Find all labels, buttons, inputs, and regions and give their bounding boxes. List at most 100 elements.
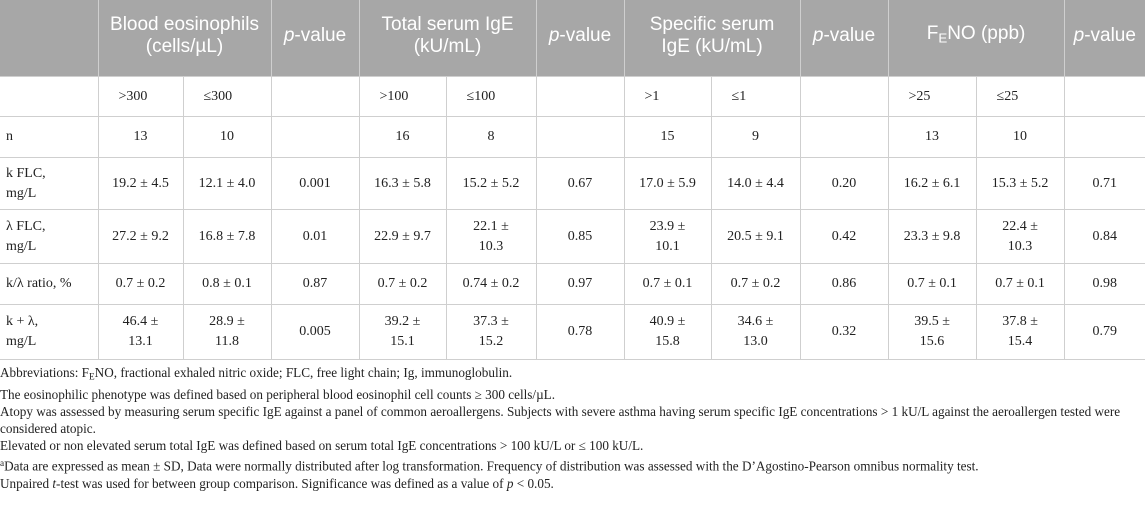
table-cell: 0.74 ± 0.2 — [446, 263, 537, 305]
table-cell — [536, 116, 625, 158]
row-label: λ FLC, mg/L — [0, 209, 99, 264]
table-cell: 0.7 ± 0.2 — [98, 263, 184, 305]
table-cell: 20.5 ± 9.1 — [711, 209, 801, 264]
table-cell — [271, 116, 360, 158]
cutoff-cell — [1064, 76, 1145, 117]
table-cell: 0.84 — [1064, 209, 1145, 264]
table-cell: 0.7 ± 0.2 — [711, 263, 801, 305]
cutoff-row: >300 ≤300 >100 ≤100 >1 ≤1 >25 ≤25 — [0, 76, 1145, 117]
cutoff-cell: ≤25 — [976, 76, 1065, 117]
header-pvalue: p-value — [1064, 0, 1145, 77]
table-cell: 0.79 — [1064, 304, 1145, 360]
cutoff-cell: >300 — [98, 76, 184, 117]
table-row-ratio: k/λ ratio, % 0.7 ± 0.2 0.8 ± 0.1 0.87 0.7 ± … — [0, 263, 1145, 305]
table-row-lambda-flc: λ FLC, mg/L 27.2 ± 9.2 16.8 ± 7.8 0.01 22.9 ±… — [0, 209, 1145, 264]
header-row: Blood eosinophils (cells/µL) p-value Tota… — [0, 0, 1145, 77]
table-cell: 10 — [976, 116, 1065, 158]
cutoff-cell: >100 — [359, 76, 447, 117]
table-row-sum: k + λ, mg/L 46.4 ±13.1 28.9 ±11.8 0.005 39.2 … — [0, 304, 1145, 360]
table-cell: 0.01 — [271, 209, 360, 264]
table-cell: 16 — [359, 116, 447, 158]
cutoff-label — [0, 76, 99, 117]
table-cell: 0.005 — [271, 304, 360, 360]
cutoff-cell — [800, 76, 889, 117]
table-cell: 23.3 ± 9.8 — [888, 209, 977, 264]
table-row-k-flc: k FLC, mg/L 19.2 ± 4.5 12.1 ± 4.0 0.001 16.3 … — [0, 157, 1145, 210]
cutoff-cell: >25 — [888, 76, 977, 117]
table-cell: 19.2 ± 4.5 — [98, 157, 184, 210]
table-cell: 16.8 ± 7.8 — [183, 209, 272, 264]
footnote-eosinophilic: The eosinophilic phenotype was defined b… — [0, 386, 556, 402]
table-cell: 0.87 — [271, 263, 360, 305]
cutoff-cell: ≤300 — [183, 76, 272, 117]
table-cell: 15.3 ± 5.2 — [976, 157, 1065, 210]
table-cell: 0.78 — [536, 304, 625, 360]
cutoff-cell: >1 — [624, 76, 712, 117]
header-feno: FENO (ppb) — [888, 0, 1065, 77]
header-pvalue: p-value — [536, 0, 625, 77]
table-cell: 16.3 ± 5.8 — [359, 157, 447, 210]
cutoff-cell — [271, 76, 360, 117]
footnote-data: aData are expressed as mean ± SD, Data w… — [0, 457, 979, 474]
footnote-abbreviations: Abbreviations: FENO, fractional exhaled … — [0, 365, 513, 382]
table-cell: 14.0 ± 4.4 — [711, 157, 801, 210]
table-cell: 0.71 — [1064, 157, 1145, 210]
header-pvalue: p-value — [271, 0, 360, 77]
cutoff-cell: ≤1 — [711, 76, 801, 117]
table-cell: 40.9 ±15.8 — [624, 304, 712, 360]
footnote-elevated-ige: Elevated or non elevated serum total IgE… — [0, 438, 644, 454]
table-cell: 37.3 ±15.2 — [446, 304, 537, 360]
table-cell: 39.5 ±15.6 — [888, 304, 977, 360]
table-cell: 22.4 ±10.3 — [976, 209, 1065, 264]
table-cell: 34.6 ±13.0 — [711, 304, 801, 360]
table-cell: 28.9 ±11.8 — [183, 304, 272, 360]
table-cell: 0.7 ± 0.2 — [359, 263, 447, 305]
table-cell: 22.9 ± 9.7 — [359, 209, 447, 264]
results-table: Blood eosinophils (cells/µL) p-value Tota… — [0, 0, 1145, 360]
header-blood-eosinophils: Blood eosinophils (cells/µL) — [98, 0, 272, 77]
footnote-ttest: Unpaired t-test was used for between gro… — [0, 475, 554, 491]
table-cell: 12.1 ± 4.0 — [183, 157, 272, 210]
header-specific-serum-ige: Specific serum IgE (kU/mL) — [624, 0, 801, 77]
row-label: k + λ, mg/L — [0, 304, 99, 360]
table-cell: 13 — [888, 116, 977, 158]
table-cell: 13 — [98, 116, 184, 158]
table-cell: 15 — [624, 116, 712, 158]
table-cell: 0.7 ± 0.1 — [624, 263, 712, 305]
table-cell: 46.4 ±13.1 — [98, 304, 184, 360]
table-cell: 0.7 ± 0.1 — [976, 263, 1065, 305]
table-cell: 0.7 ± 0.1 — [888, 263, 977, 305]
header-total-serum-ige: Total serum IgE (kU/mL) — [359, 0, 537, 77]
table-cell: 23.9 ±10.1 — [624, 209, 712, 264]
table-cell: 0.97 — [536, 263, 625, 305]
table-cell: 15.2 ± 5.2 — [446, 157, 537, 210]
table-cell — [800, 116, 889, 158]
table-cell: 39.2 ±15.1 — [359, 304, 447, 360]
table-cell: 22.1 ±10.3 — [446, 209, 537, 264]
table-cell: 27.2 ± 9.2 — [98, 209, 184, 264]
table-cell: 0.98 — [1064, 263, 1145, 305]
table-cell: 37.8 ±15.4 — [976, 304, 1065, 360]
header-pvalue: p-value — [800, 0, 889, 77]
table-cell: 0.67 — [536, 157, 625, 210]
row-label: n — [0, 116, 99, 158]
table-cell: 0.20 — [800, 157, 889, 210]
table-cell — [1064, 116, 1145, 158]
row-label: k FLC, mg/L — [0, 157, 99, 210]
table-cell: 0.001 — [271, 157, 360, 210]
cutoff-cell: ≤100 — [446, 76, 537, 117]
row-label: k/λ ratio, % — [0, 263, 99, 305]
table-cell: 8 — [446, 116, 537, 158]
table-cell: 0.86 — [800, 263, 889, 305]
table-cell: 0.32 — [800, 304, 889, 360]
table-cell: 17.0 ± 5.9 — [624, 157, 712, 210]
table-cell: 16.2 ± 6.1 — [888, 157, 977, 210]
table-cell: 0.42 — [800, 209, 889, 264]
table-cell: 10 — [183, 116, 272, 158]
table-cell: 9 — [711, 116, 801, 158]
cutoff-cell — [536, 76, 625, 117]
table-footnotes: Abbreviations: FENO, fractional exhaled … — [0, 360, 1145, 492]
table-cell: 0.85 — [536, 209, 625, 264]
table-cell: 0.8 ± 0.1 — [183, 263, 272, 305]
header-blank — [0, 0, 99, 77]
